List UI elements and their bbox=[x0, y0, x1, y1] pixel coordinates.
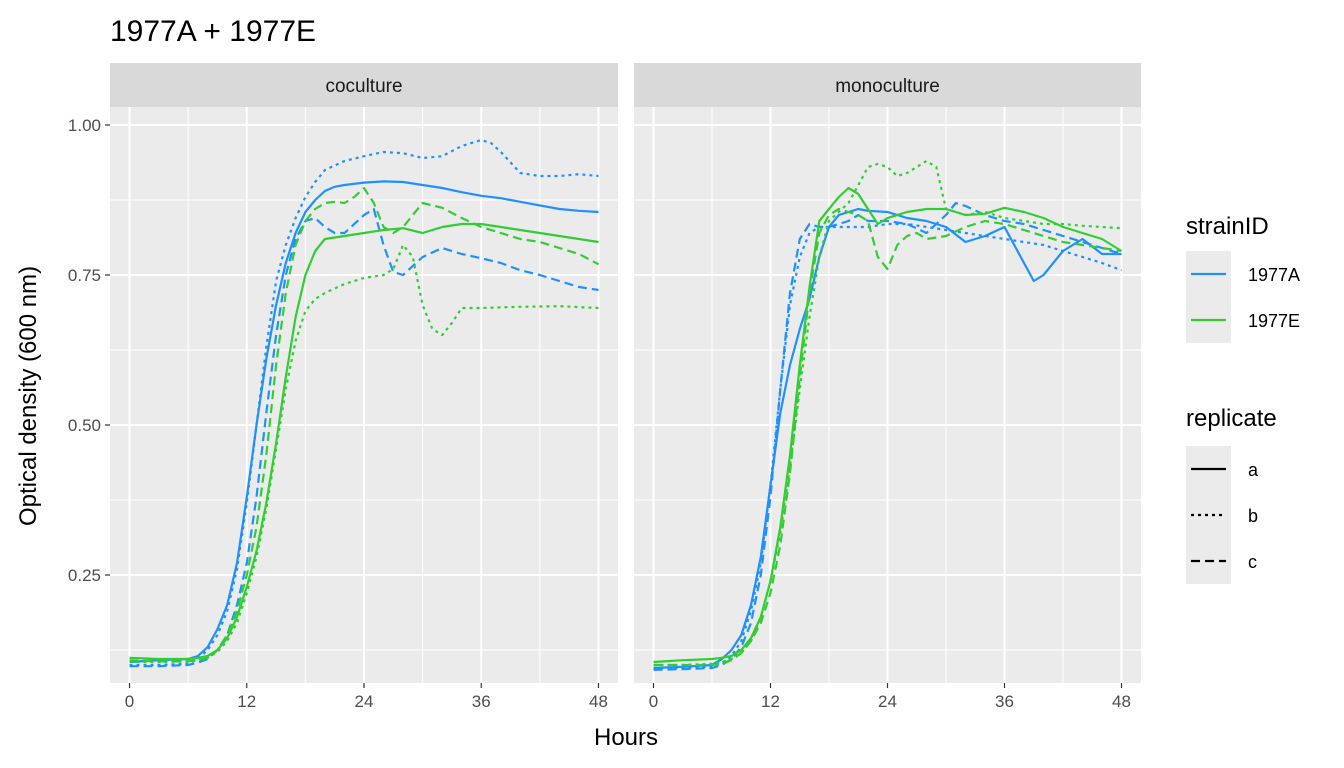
facet-panel-coculture: coculture 0 12 24 36 48 0.25 0.50 0.75 1.00 bbox=[68, 63, 618, 711]
facet-strip-monoculture bbox=[634, 63, 1141, 107]
x-tick-label: 12 bbox=[237, 692, 256, 711]
series-line-monoculture-1977A-c bbox=[653, 201, 1122, 671]
facet-strip-coculture bbox=[110, 63, 618, 107]
x-tick-label: 36 bbox=[472, 692, 491, 711]
x-tick-label: 36 bbox=[995, 692, 1014, 711]
legend-label-1977A: 1977A bbox=[1248, 265, 1300, 285]
chart-title: 1977A + 1977E bbox=[110, 15, 316, 48]
y-tick-label: 1.00 bbox=[68, 116, 101, 135]
series-line-monoculture-1977A-b bbox=[653, 222, 1122, 670]
legend-strainid: strainID 1977A 1977E bbox=[1186, 213, 1300, 343]
x-tick-label: 48 bbox=[1112, 692, 1131, 711]
y-tick-label: 0.75 bbox=[68, 266, 101, 285]
x-tick-label: 12 bbox=[761, 692, 780, 711]
series-line-monoculture-1977E-b bbox=[653, 159, 1122, 667]
x-tick-label: 0 bbox=[125, 692, 134, 711]
x-tick-label: 24 bbox=[878, 692, 897, 711]
legend-label-replicate-c: c bbox=[1248, 552, 1257, 572]
facet-label-monoculture: monoculture bbox=[835, 76, 940, 97]
series-line-coculture-1977A-b bbox=[129, 138, 599, 667]
series-line-monoculture-1977E-a bbox=[653, 186, 1123, 664]
x-axis-title: Hours bbox=[594, 724, 658, 751]
series-line-coculture-1977E-c bbox=[129, 186, 600, 663]
y-tick-label: 0.25 bbox=[68, 566, 101, 585]
facet-panel-monoculture: monoculture 0 12 24 36 48 bbox=[634, 63, 1141, 711]
legend-label-1977E: 1977E bbox=[1248, 311, 1300, 331]
legend-title-replicate: replicate bbox=[1186, 405, 1277, 432]
x-tick-label: 48 bbox=[589, 692, 608, 711]
y-tick-label: 0.50 bbox=[68, 416, 101, 435]
x-tick-label: 24 bbox=[355, 692, 374, 711]
legend-label-replicate-b: b bbox=[1248, 506, 1258, 526]
y-axis-title: Optical density (600 nm) bbox=[15, 266, 42, 526]
series-line-coculture-1977A-a bbox=[129, 180, 599, 664]
legend-label-replicate-a: a bbox=[1248, 460, 1259, 480]
series-line-monoculture-1977E-c bbox=[653, 207, 1122, 667]
x-tick-label: 0 bbox=[649, 692, 658, 711]
series-line-coculture-1977E-b bbox=[129, 243, 599, 664]
legend-replicate: replicate a b c bbox=[1186, 405, 1277, 584]
facet-label-coculture: coculture bbox=[325, 76, 402, 97]
legend-title-strainid: strainID bbox=[1186, 213, 1269, 240]
